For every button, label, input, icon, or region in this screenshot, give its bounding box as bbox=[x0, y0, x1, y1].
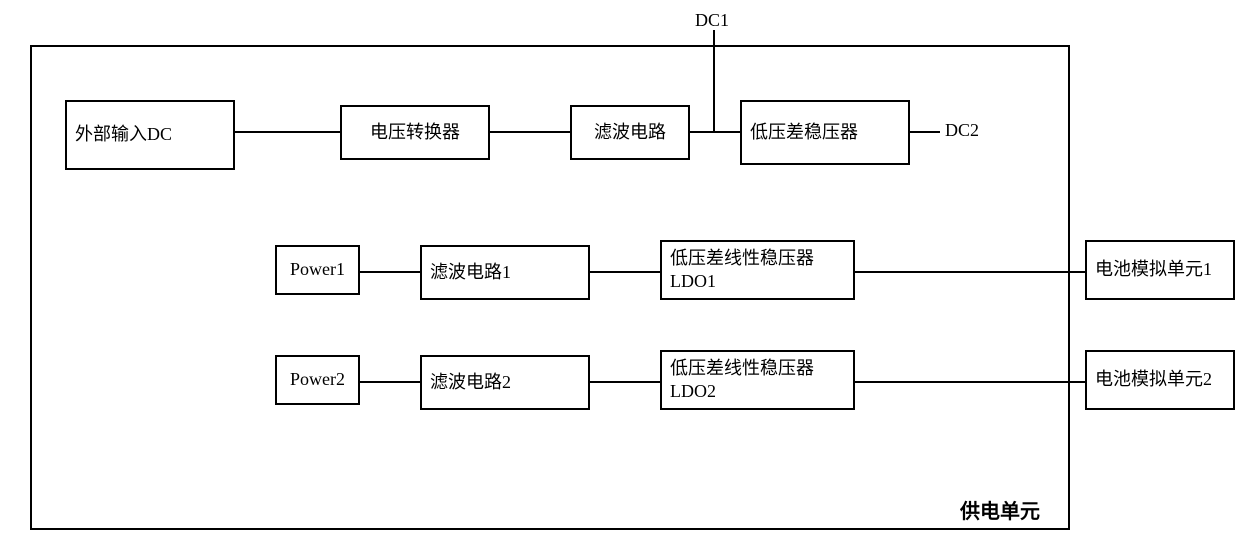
node-voltage-converter: 电压转换器 bbox=[340, 105, 490, 160]
connector-line bbox=[590, 381, 660, 383]
label-dc2: DC2 bbox=[945, 120, 979, 141]
node-battery-sim-1: 电池模拟单元1 bbox=[1085, 240, 1235, 300]
connector-line bbox=[855, 271, 1085, 273]
node-battery-sim-2: 电池模拟单元2 bbox=[1085, 350, 1235, 410]
connector-line bbox=[713, 30, 715, 133]
connector-line bbox=[360, 381, 420, 383]
node-external-dc-input: 外部输入DC bbox=[65, 100, 235, 170]
node-power2: Power2 bbox=[275, 355, 360, 405]
label-dc1: DC1 bbox=[695, 10, 729, 31]
connector-line bbox=[360, 271, 420, 273]
connector-line bbox=[590, 271, 660, 273]
node-ldo-2: 低压差线性稳压器LDO2 bbox=[660, 350, 855, 410]
node-ldo-0: 低压差稳压器 bbox=[740, 100, 910, 165]
node-filter-0: 滤波电路 bbox=[570, 105, 690, 160]
connector-line bbox=[855, 381, 1085, 383]
node-power1: Power1 bbox=[275, 245, 360, 295]
diagram-stage: DC1 DC2 供电单元 外部输入DC 电压转换器 滤波电路 低压差稳压器 Po… bbox=[0, 0, 1240, 558]
node-ldo-1: 低压差线性稳压器LDO1 bbox=[660, 240, 855, 300]
node-filter-1: 滤波电路1 bbox=[420, 245, 590, 300]
connector-line bbox=[490, 131, 570, 133]
connector-line bbox=[690, 131, 740, 133]
label-power-unit: 供电单元 bbox=[960, 495, 1040, 524]
node-filter-2: 滤波电路2 bbox=[420, 355, 590, 410]
connector-line bbox=[910, 131, 940, 133]
connector-line bbox=[235, 131, 340, 133]
